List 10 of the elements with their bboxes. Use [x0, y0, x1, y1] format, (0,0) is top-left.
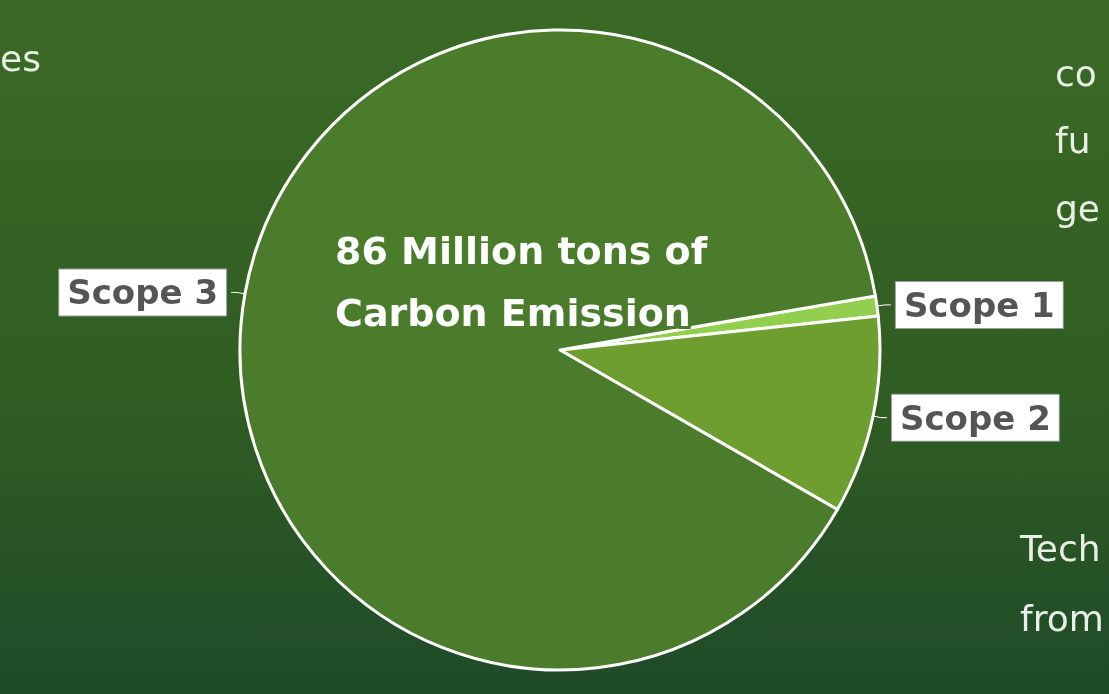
- text: es: [0, 37, 41, 79]
- text: ge: [1055, 187, 1100, 229]
- text: 86 Million tons of Carbon Emission: [335, 229, 721, 335]
- text: fu: [1055, 119, 1091, 161]
- slice-label: Scope 1: [903, 284, 1055, 325]
- text: Tech: [1019, 527, 1101, 569]
- text: co: [1055, 52, 1097, 94]
- slice-label: Scope 2: [899, 397, 1051, 438]
- slice-label: Scope 3: [67, 272, 219, 313]
- text: from: [1020, 597, 1104, 639]
